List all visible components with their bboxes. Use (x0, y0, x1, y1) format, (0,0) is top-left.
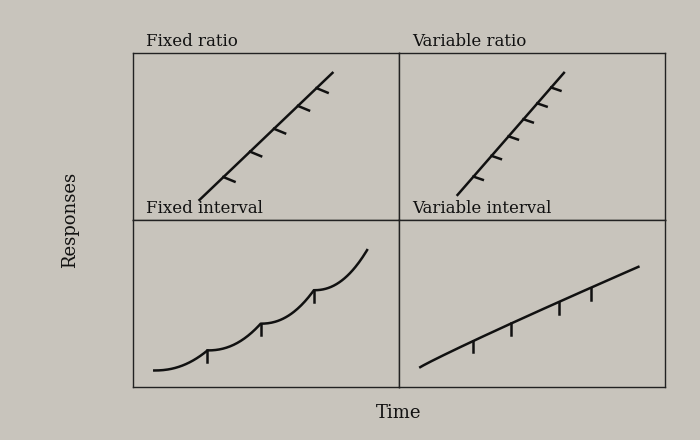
Text: Time: Time (376, 404, 421, 422)
Text: Variable interval: Variable interval (412, 200, 552, 217)
Text: Responses: Responses (61, 172, 79, 268)
Text: Fixed interval: Fixed interval (146, 200, 263, 217)
Text: Variable ratio: Variable ratio (412, 33, 526, 50)
Text: Fixed ratio: Fixed ratio (146, 33, 238, 50)
